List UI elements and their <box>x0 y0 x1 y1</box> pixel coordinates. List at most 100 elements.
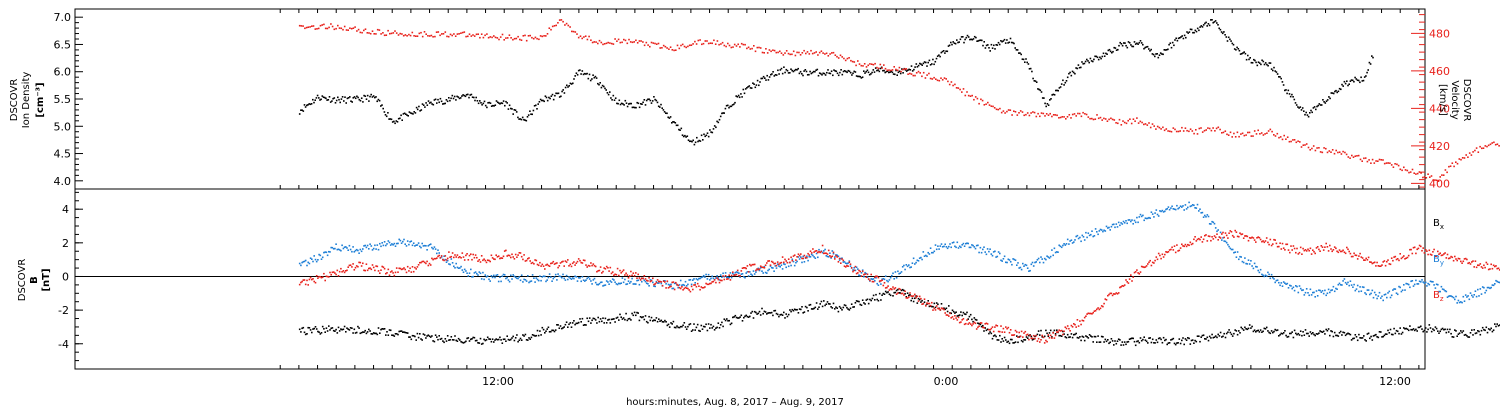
bx-point <box>517 340 519 343</box>
velocity-point <box>432 36 434 38</box>
density-point <box>562 89 564 91</box>
density-point <box>569 82 572 85</box>
by-point <box>1377 295 1380 297</box>
bz-point <box>778 263 780 266</box>
density-point <box>879 67 882 70</box>
by-point <box>512 274 514 276</box>
bx-point <box>647 321 649 324</box>
by-point <box>910 266 912 268</box>
by-point <box>730 276 733 279</box>
by-point <box>1421 279 1423 281</box>
by-point <box>984 251 986 253</box>
by-point <box>584 280 586 282</box>
bz-point <box>477 260 479 262</box>
density-point <box>1161 53 1163 55</box>
by-point <box>1058 244 1060 247</box>
velocity-point <box>574 31 577 33</box>
bx-point <box>423 334 426 336</box>
bz-point <box>1468 261 1471 264</box>
by-point <box>472 275 474 278</box>
density-point <box>566 84 568 87</box>
by-point <box>889 276 892 279</box>
by-point <box>834 256 836 258</box>
velocity-point <box>1002 110 1005 112</box>
bz-point <box>935 305 938 307</box>
velocity-point <box>1437 180 1440 182</box>
bx-point <box>307 326 309 329</box>
by-point <box>1081 234 1084 237</box>
bz-point <box>667 287 670 289</box>
velocity-point <box>1186 129 1188 132</box>
density-point <box>387 112 389 114</box>
bx-point <box>1411 329 1414 331</box>
density-point <box>778 73 780 75</box>
bz-point <box>347 266 349 268</box>
density-point <box>1205 21 1207 24</box>
density-point <box>1043 97 1045 99</box>
bx-point <box>702 325 705 328</box>
velocity-point <box>532 37 535 40</box>
density-point <box>563 92 566 94</box>
bx-point <box>780 313 783 316</box>
density-point <box>465 93 468 96</box>
by-point <box>377 248 380 251</box>
density-point <box>1078 66 1081 69</box>
bx-point <box>1352 337 1354 340</box>
density-point <box>779 69 782 71</box>
density-point <box>1049 99 1051 101</box>
by-point <box>1056 251 1058 253</box>
top-ylabel-left-line3: [cm⁻³] <box>35 82 46 117</box>
bx-point <box>1213 336 1216 338</box>
velocity-point <box>463 31 466 33</box>
bz-point <box>527 257 529 260</box>
velocity-point <box>486 33 488 35</box>
by-point <box>1126 222 1128 225</box>
velocity-point <box>872 63 875 66</box>
density-point <box>331 100 333 102</box>
by-point <box>929 247 932 249</box>
bx-point <box>523 335 525 337</box>
by-point <box>891 274 893 277</box>
velocity-point <box>1474 149 1476 152</box>
by-point <box>537 279 540 282</box>
velocity-point <box>1030 112 1032 114</box>
by-point <box>496 274 499 276</box>
by-point <box>409 241 411 243</box>
velocity-point <box>1283 134 1285 137</box>
bx-point <box>1358 333 1360 336</box>
bz-point <box>963 323 966 326</box>
velocity-point <box>1144 123 1147 125</box>
bx-point <box>704 326 706 328</box>
by-point <box>762 272 764 274</box>
by-point <box>690 283 693 286</box>
bz-point <box>1171 246 1173 249</box>
by-point <box>1164 210 1166 213</box>
bx-point <box>759 314 762 316</box>
density-point <box>976 40 978 42</box>
bx-point <box>1087 337 1090 339</box>
density-point <box>603 85 605 88</box>
density-point <box>323 96 326 99</box>
velocity-point <box>1396 163 1398 166</box>
velocity-point <box>619 41 622 44</box>
bx-point <box>1344 334 1347 337</box>
bx-point <box>471 338 473 340</box>
velocity-point <box>383 34 386 37</box>
velocity-point <box>1250 135 1253 137</box>
bz-point <box>1496 267 1498 270</box>
by-point <box>313 255 315 257</box>
density-point <box>357 96 359 99</box>
bz-point <box>1299 246 1302 249</box>
velocity-point <box>461 31 464 34</box>
bz-point <box>496 256 499 258</box>
density-point <box>801 73 803 75</box>
bx-point <box>1409 325 1411 327</box>
bx-point <box>864 303 866 305</box>
by-point <box>654 285 656 288</box>
bx-point <box>324 331 326 333</box>
bz-point <box>1497 267 1500 270</box>
bz-point <box>1128 278 1131 280</box>
by-point <box>1064 244 1067 246</box>
by-point <box>579 277 581 279</box>
velocity-point <box>1434 179 1436 181</box>
